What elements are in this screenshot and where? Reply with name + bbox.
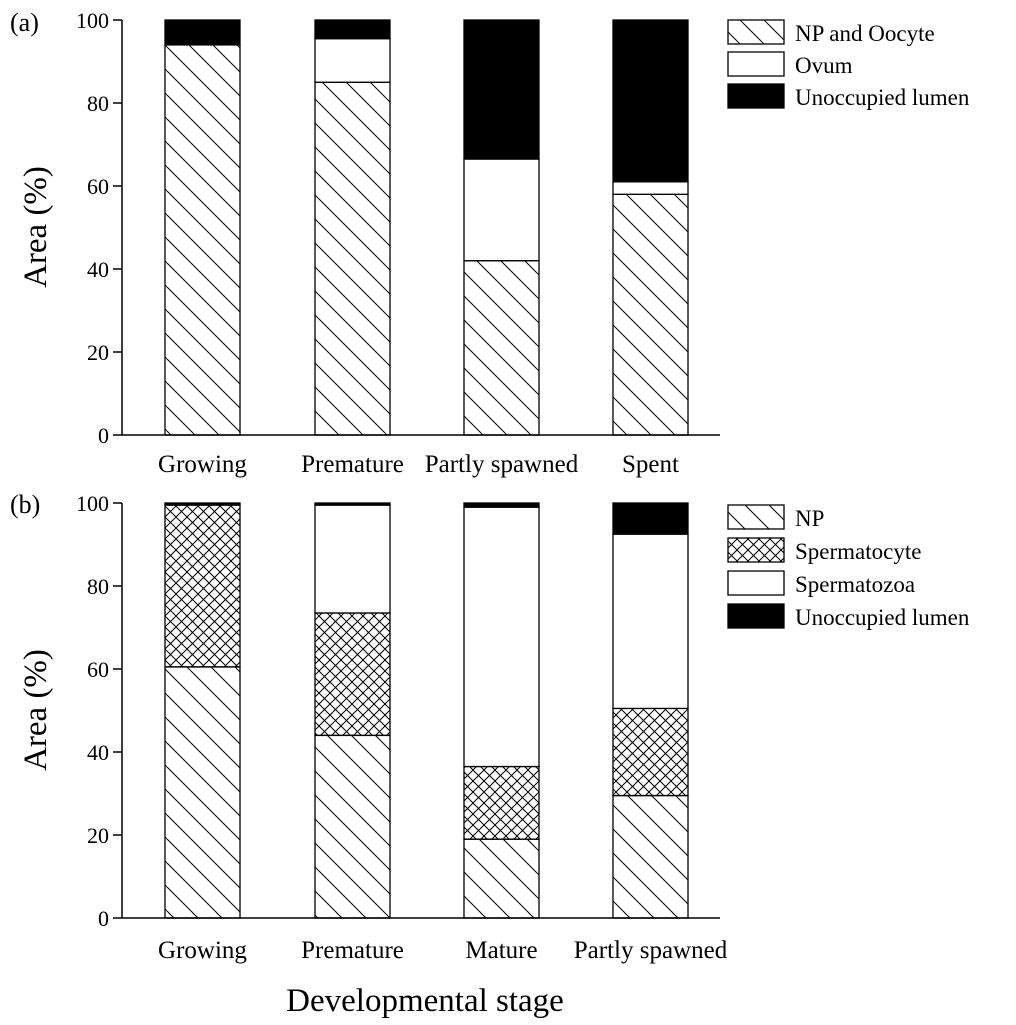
bar-segment bbox=[164, 502, 241, 506]
y-tick-label: 80 bbox=[87, 574, 109, 599]
legend-swatch bbox=[727, 19, 785, 45]
bar-segment bbox=[314, 81, 391, 436]
x-tick-label: Premature bbox=[301, 451, 404, 478]
bar-segment bbox=[463, 158, 540, 262]
bar-segment bbox=[314, 38, 391, 83]
bar-segment bbox=[463, 838, 540, 919]
y-tick-label: 0 bbox=[98, 423, 109, 448]
legend-swatch bbox=[727, 537, 785, 563]
bar-segment bbox=[463, 765, 540, 840]
bar-segment bbox=[463, 506, 540, 768]
bar-segment bbox=[612, 181, 689, 195]
legend-label: Unoccupied lumen bbox=[795, 605, 970, 630]
x-tick-label: Partly spawned bbox=[425, 451, 579, 478]
y-tick-label: 80 bbox=[87, 91, 109, 116]
x-tick-label: Growing bbox=[158, 937, 247, 964]
bar-segment bbox=[463, 502, 540, 508]
y-tick-label: 100 bbox=[76, 8, 109, 33]
bar-segment bbox=[612, 193, 689, 436]
bar-segment bbox=[463, 19, 540, 160]
y-tick-label: 40 bbox=[87, 257, 109, 282]
bar-segment bbox=[164, 19, 241, 46]
x-tick-label: Spent bbox=[622, 451, 679, 478]
legend-label: NP and Oocyte bbox=[795, 21, 935, 46]
y-axis-title: Area (%) bbox=[18, 166, 54, 288]
legend-label: Spermatocyte bbox=[795, 539, 921, 564]
x-tick-label: Mature bbox=[465, 937, 537, 964]
bar-segment bbox=[612, 794, 689, 919]
legend-swatch bbox=[727, 83, 785, 109]
y-tick-label: 20 bbox=[87, 340, 109, 365]
x-axis-title: Developmental stage bbox=[286, 983, 564, 1019]
bar-segment bbox=[314, 504, 391, 614]
bar-segment bbox=[164, 666, 241, 919]
legend-swatch bbox=[727, 51, 785, 77]
bar-segment bbox=[164, 44, 241, 436]
bar-segment bbox=[314, 734, 391, 919]
y-tick-label: 40 bbox=[87, 740, 109, 765]
bar-segment bbox=[612, 19, 689, 183]
bar-segment bbox=[463, 260, 540, 436]
panel-a: (a) 0 20 40 60 80 100 Area (%) Growing Premature P… bbox=[10, 8, 970, 478]
bar-segment bbox=[164, 504, 241, 668]
bar-segment bbox=[612, 533, 689, 710]
bar-segment bbox=[612, 707, 689, 797]
x-tick-label: Partly spawned bbox=[574, 937, 728, 964]
panel-b: (b) 0 20 40 60 80 100 Area (%) Growing Premature M… bbox=[10, 490, 970, 964]
bar-segment bbox=[612, 502, 689, 535]
y-tick-label: 60 bbox=[87, 174, 109, 199]
y-axis-title: Area (%) bbox=[18, 649, 54, 771]
bar-segment bbox=[314, 502, 391, 506]
legend-label: NP bbox=[795, 506, 824, 531]
legend-label: Ovum bbox=[795, 53, 853, 78]
legend-label: Spermatozoa bbox=[795, 572, 915, 597]
bar-segment bbox=[314, 19, 391, 40]
y-tick-label: 20 bbox=[87, 823, 109, 848]
panel-label: (b) bbox=[10, 490, 40, 519]
x-tick-label: Growing bbox=[158, 451, 247, 478]
legend-swatch bbox=[727, 570, 785, 596]
y-tick-label: 100 bbox=[76, 491, 109, 516]
x-tick-label: Premature bbox=[301, 937, 404, 964]
legend-swatch bbox=[727, 603, 785, 629]
y-tick-label: 0 bbox=[98, 906, 109, 931]
legend-label: Unoccupied lumen bbox=[795, 85, 970, 110]
y-tick-label: 60 bbox=[87, 657, 109, 682]
bar-segment bbox=[314, 612, 391, 737]
legend-swatch bbox=[727, 504, 785, 530]
panel-label: (a) bbox=[10, 8, 39, 37]
